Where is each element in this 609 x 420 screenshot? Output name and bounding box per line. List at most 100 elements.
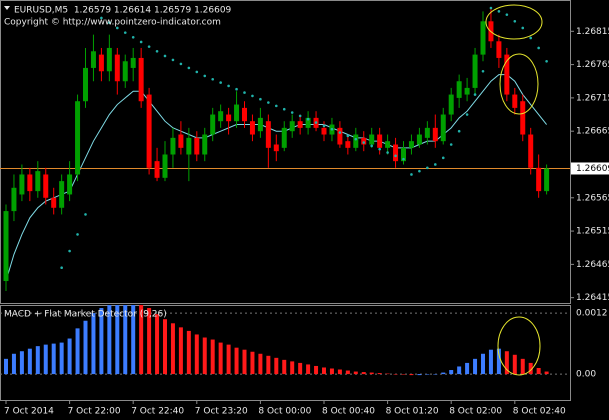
candle-body <box>321 127 327 135</box>
sar-dot <box>394 154 397 158</box>
y-tick-label: 1.26815 <box>576 27 609 37</box>
macd-bar <box>27 348 32 375</box>
candle-body <box>528 134 534 168</box>
candle-body <box>3 211 9 282</box>
candle-body <box>297 121 303 128</box>
candle-body <box>178 134 184 148</box>
macd-bar <box>393 374 398 375</box>
macd-bar <box>75 328 80 375</box>
candle-body <box>249 121 255 135</box>
candle-body <box>305 117 311 128</box>
sar-dot <box>330 127 334 131</box>
macd-bar <box>401 374 406 375</box>
sar-dot <box>282 107 286 111</box>
sar-dot <box>537 46 540 50</box>
y-tick-label: 1.26465 <box>576 260 609 270</box>
candle-body <box>345 141 351 148</box>
candle-body <box>273 144 279 152</box>
macd-bar <box>314 365 319 375</box>
candle-body <box>138 57 144 102</box>
candle-body <box>520 101 526 135</box>
candle-body <box>544 168 550 192</box>
moving-average <box>5 74 547 282</box>
macd-bar <box>290 361 295 375</box>
sar-dot <box>76 233 79 236</box>
candle-body <box>43 174 49 198</box>
macd-bar <box>91 313 96 375</box>
sar-dot <box>521 26 525 30</box>
macd-bar <box>409 374 414 376</box>
macd-bar <box>59 342 64 375</box>
highlight-ellipse <box>499 53 539 115</box>
candle-body <box>35 171 41 192</box>
macd-bar <box>218 342 223 375</box>
sar-dot <box>434 163 437 166</box>
sar-dot <box>298 114 302 118</box>
candle-body <box>218 111 224 122</box>
candle-body <box>408 141 414 148</box>
candle-body <box>536 167 542 192</box>
candle-body <box>480 21 486 55</box>
sar-dot <box>290 111 294 114</box>
candle-body <box>27 174 33 192</box>
candle-body <box>464 87 470 95</box>
macd-bar <box>266 355 271 375</box>
sar-dot <box>187 66 191 70</box>
sar-dot <box>139 40 143 44</box>
macd-bar <box>242 349 247 375</box>
sar-dot <box>362 141 366 144</box>
sar-dot <box>441 156 445 160</box>
y-tick-label: 1.26765 <box>576 60 609 70</box>
macd-bar <box>544 371 549 375</box>
candle-body <box>353 134 359 148</box>
candle-body <box>265 121 271 148</box>
candle-body <box>234 104 240 122</box>
highlight-ellipse <box>497 316 541 376</box>
macd-bar <box>345 370 350 375</box>
x-tick-label: 8 Oct 02:00 <box>449 407 502 417</box>
macd-bar <box>147 308 152 375</box>
candle-body <box>369 134 375 145</box>
sar-dot <box>473 93 477 96</box>
macd-bar <box>99 308 104 375</box>
macd-bar <box>488 349 493 375</box>
macd-bar <box>107 305 112 375</box>
sar-dot <box>306 117 310 121</box>
candle-body <box>289 121 295 132</box>
macd-bar <box>67 338 72 375</box>
sar-dot <box>314 121 318 124</box>
macd-bar <box>43 344 48 375</box>
macd-bar <box>322 367 326 375</box>
macd-bar <box>202 337 207 375</box>
macd-bar <box>131 305 136 375</box>
sar-dot <box>211 77 214 81</box>
macd-bar <box>83 320 88 375</box>
y-tick-label: 1.26415 <box>576 293 609 303</box>
x-tick-label: 8 Oct 00:00 <box>258 407 311 417</box>
current-price-label: 1.26609 <box>576 164 609 174</box>
macd-panel-frame <box>0 305 571 401</box>
sar-dot <box>275 104 278 108</box>
candle-body <box>393 144 399 162</box>
candle-body <box>385 141 391 148</box>
sar-dot <box>267 101 270 104</box>
candle-body <box>75 101 81 175</box>
sar-dot <box>84 213 87 216</box>
candle-body <box>361 137 367 145</box>
sar-dot <box>322 124 326 128</box>
x-tick-label: 8 Oct 02:40 <box>513 407 566 417</box>
macd-bar <box>210 339 215 375</box>
macd-bar <box>417 374 422 376</box>
macd-bar <box>11 353 16 375</box>
sar-dot <box>481 69 485 73</box>
macd-bar <box>226 344 231 375</box>
candle-body <box>472 54 478 88</box>
candle-body <box>226 114 232 122</box>
candle-body <box>130 57 136 68</box>
x-tick-label: 7 Oct 2014 <box>4 407 54 417</box>
sar-dot <box>108 21 111 24</box>
candle-body <box>170 137 176 155</box>
sar-dot <box>457 129 461 133</box>
macd-bar <box>115 305 120 375</box>
candle-body <box>401 147 406 162</box>
